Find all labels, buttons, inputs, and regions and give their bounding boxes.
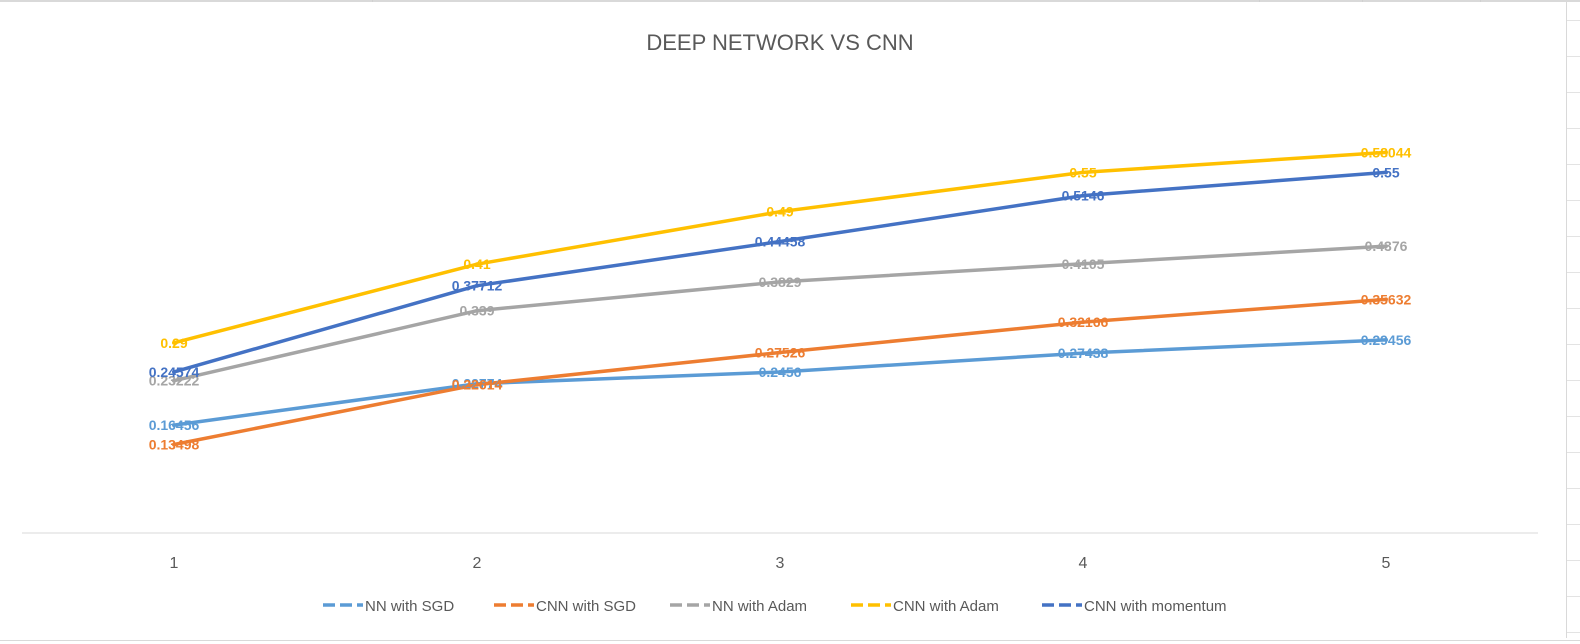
data-label-cnn-with-sgd: 0.22614 [452, 377, 503, 393]
data-label-cnn-with-momentum: 0.5146 [1062, 188, 1105, 204]
sheet-bottom-border [0, 640, 1580, 641]
sheet-row-line [1567, 200, 1580, 201]
legend-item-cnn-with-adam[interactable]: CNN with Adam [851, 598, 999, 615]
sheet-top-border [0, 0, 1580, 2]
series-layer [172, 150, 1388, 447]
legend-item-nn-with-sgd[interactable]: NN with SGD [323, 598, 454, 615]
chart-title: DEEP NETWORK VS CNN [646, 30, 913, 55]
data-point-nn-with-adam[interactable] [475, 308, 479, 313]
data-label-nn-with-adam: 0.3829 [759, 274, 802, 290]
data-point-nn-with-sgd[interactable] [1081, 351, 1085, 356]
legend-label: CNN with SGD [536, 598, 636, 615]
sheet-row-line [1567, 452, 1580, 453]
legend-item-cnn-with-sgd[interactable]: CNN with SGD [494, 598, 636, 615]
data-point-cnn-with-sgd[interactable] [172, 442, 176, 447]
data-label-cnn-with-sgd: 0.27526 [755, 345, 806, 361]
series-line-cnn-with-momentum[interactable] [172, 170, 1388, 374]
legend-label: CNN with momentum [1084, 598, 1227, 615]
data-label-nn-with-sgd: 0.2456 [759, 364, 802, 380]
sheet-row-line [1567, 524, 1580, 525]
data-label-cnn-with-sgd: 0.32166 [1058, 314, 1109, 330]
sheet-row-line [1567, 56, 1580, 57]
sheet-row-line [1567, 560, 1580, 561]
data-point-cnn-with-adam[interactable] [475, 262, 479, 267]
line-chart: DEEP NETWORK VS CNN 0.16456 0.22774 0.2456… [22, 30, 1538, 615]
legend-label: NN with SGD [365, 598, 454, 615]
data-label-nn-with-adam: 0.23222 [149, 373, 200, 389]
x-tick-label: 5 [1382, 555, 1391, 572]
data-label-cnn-with-momentum: 0.37712 [452, 278, 503, 294]
sheet-row-line [1567, 344, 1580, 345]
sheet-row-line [1567, 632, 1580, 633]
data-label-nn-with-sgd: 0.16456 [149, 417, 200, 433]
data-label-nn-with-adam: 0.4105 [1062, 256, 1105, 272]
legend: NN with SGD CNN with SGD NN with Adam CNN w… [323, 598, 1227, 615]
sheet-row-line [1567, 308, 1580, 309]
x-tick-label: 4 [1079, 555, 1088, 572]
data-point-cnn-with-adam[interactable] [172, 340, 176, 345]
data-point-cnn-with-momentum[interactable] [1384, 170, 1388, 175]
data-label-cnn-with-momentum: 0.55 [1372, 164, 1399, 180]
sheet-row-line [1567, 416, 1580, 417]
x-axis-ticks: 1 2 3 4 5 [170, 555, 1391, 572]
data-point-cnn-with-momentum[interactable] [172, 369, 176, 374]
chart-area[interactable]: DEEP NETWORK VS CNN 0.16456 0.22774 0.2456… [0, 2, 1567, 638]
data-label-cnn-with-momentum: 0.44458 [755, 234, 806, 250]
data-point-nn-with-adam[interactable] [172, 378, 176, 383]
data-point-cnn-with-sgd[interactable] [1384, 297, 1388, 302]
data-label-cnn-with-adam: 0.29 [160, 335, 187, 351]
data-point-cnn-with-sgd[interactable] [778, 350, 782, 355]
data-point-cnn-with-adam[interactable] [1384, 150, 1388, 155]
data-point-nn-with-sgd[interactable] [1384, 337, 1388, 342]
x-tick-label: 3 [776, 555, 785, 572]
data-point-cnn-with-momentum[interactable] [475, 283, 479, 288]
sheet-row-line [1567, 272, 1580, 273]
data-label-nn-with-sgd: 0.27438 [1058, 345, 1109, 361]
data-label-cnn-with-adam: 0.58044 [1361, 144, 1412, 160]
legend-item-nn-with-adam[interactable]: NN with Adam [670, 598, 807, 615]
data-label-layer: 0.16456 0.22774 0.2456 0.27438 0.29456 0.1349… [149, 144, 1412, 452]
data-label-nn-with-sgd: 0.29456 [1361, 332, 1412, 348]
data-point-nn-with-adam[interactable] [778, 279, 782, 284]
data-label-cnn-with-momentum: 0.24574 [149, 364, 200, 380]
sheet-row-line [1567, 596, 1580, 597]
data-label-nn-with-adam: 0.339 [459, 303, 494, 319]
legend-label: NN with Adam [712, 598, 807, 615]
x-tick-label: 2 [473, 555, 482, 572]
data-label-cnn-with-sgd: 0.13498 [149, 437, 200, 453]
data-label-cnn-with-adam: 0.55 [1069, 164, 1096, 180]
data-point-nn-with-adam[interactable] [1384, 244, 1388, 249]
data-label-nn-with-adam: 0.4376 [1365, 238, 1408, 254]
data-point-cnn-with-momentum[interactable] [1081, 193, 1085, 198]
data-label-nn-with-sgd: 0.22774 [452, 376, 503, 392]
legend-label: CNN with Adam [893, 598, 999, 615]
sheet-row-line [1567, 20, 1580, 21]
legend-item-cnn-with-momentum[interactable]: CNN with momentum [1042, 598, 1227, 615]
sheet-row-line [1567, 92, 1580, 93]
sheet-row-line [1567, 488, 1580, 489]
data-label-cnn-with-sgd: 0.35632 [1361, 291, 1412, 307]
sheet-row-line [1567, 128, 1580, 129]
data-point-cnn-with-adam[interactable] [778, 209, 782, 214]
data-point-nn-with-sgd[interactable] [172, 423, 176, 428]
data-point-nn-with-sgd[interactable] [778, 370, 782, 374]
sheet-row-line [1567, 380, 1580, 381]
data-point-nn-with-adam[interactable] [1081, 261, 1085, 266]
data-label-cnn-with-adam: 0.41 [463, 256, 490, 272]
data-point-cnn-with-adam[interactable] [1081, 170, 1085, 175]
sheet-row-line [1567, 164, 1580, 165]
data-point-cnn-with-sgd[interactable] [475, 382, 479, 387]
x-tick-label: 1 [170, 555, 179, 572]
data-point-cnn-with-sgd[interactable] [1081, 320, 1085, 325]
data-point-cnn-with-momentum[interactable] [778, 239, 782, 244]
data-label-cnn-with-adam: 0.49 [766, 204, 793, 220]
sheet-row-line [1567, 236, 1580, 237]
